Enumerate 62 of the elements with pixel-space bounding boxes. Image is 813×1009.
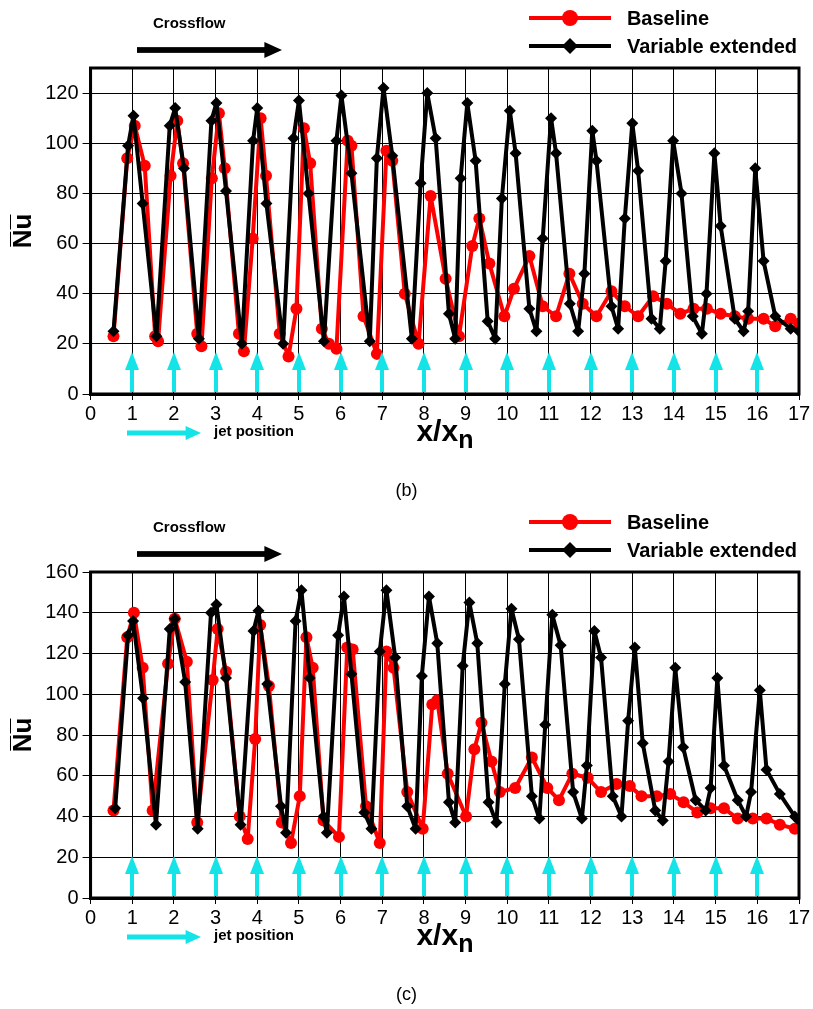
text: jet position <box>214 422 294 439</box>
x-tick-label: 15 <box>704 401 727 424</box>
y-tick-label: 60 <box>56 763 79 786</box>
y-axis-title: N̅u̅ <box>6 213 37 249</box>
text: (c) <box>395 984 418 1005</box>
x-tick-label: 6 <box>335 905 347 928</box>
x-tick-label: 17 <box>787 905 811 928</box>
x-tick-label: 9 <box>460 905 472 928</box>
x-tick-label: 12 <box>579 401 602 424</box>
x-tick-label: 7 <box>376 401 388 424</box>
x-tick-label: 17 <box>787 401 811 424</box>
x-tick-label: 5 <box>293 905 305 928</box>
text: (b) <box>394 480 419 501</box>
x-tick-label: 6 <box>335 401 347 424</box>
y-tick-label: 40 <box>56 281 79 304</box>
x-tick-label: 10 <box>496 905 519 928</box>
x-tick-label: 1 <box>126 905 138 928</box>
text: jet position <box>214 926 294 943</box>
y-tick-label: 80 <box>56 722 79 745</box>
x-tick-label: 14 <box>662 401 686 424</box>
x-tick-label: 3 <box>210 401 222 424</box>
x-tick-label: 2 <box>168 905 180 928</box>
y-tick-label: 80 <box>56 180 79 203</box>
y-tick-label: 100 <box>45 681 79 704</box>
y-tick-label: 20 <box>56 331 79 354</box>
y-tick-label: 0 <box>67 885 79 908</box>
y-tick-label: 120 <box>45 80 79 103</box>
x-tick-label: 5 <box>293 401 305 424</box>
x-tick-label: 10 <box>496 401 519 424</box>
x-tick-label: 16 <box>746 905 769 928</box>
x-tick-label: 14 <box>662 905 686 928</box>
x-tick-label: 13 <box>621 401 644 424</box>
x-tick-label: 4 <box>251 905 263 928</box>
legend-label: Variable extended <box>626 34 797 58</box>
x-tick-label: 11 <box>538 905 560 928</box>
text: Crossflow <box>153 14 226 31</box>
legend-label: Baseline <box>626 510 710 534</box>
x-tick-label: 15 <box>704 905 727 928</box>
x-tick-label: 1 <box>126 401 138 424</box>
x-tick-label: 0 <box>85 401 97 424</box>
x-tick-label: 12 <box>579 905 602 928</box>
x-tick-label: 0 <box>85 905 97 928</box>
y-tick-label: 60 <box>56 231 79 254</box>
y-tick-label: 100 <box>45 130 79 153</box>
y-tick-label: 20 <box>56 844 79 867</box>
x-tick-label: 9 <box>460 401 472 424</box>
y-tick-label: 120 <box>45 641 79 664</box>
x-tick-label: 11 <box>538 401 560 424</box>
y-tick-label: 160 <box>45 559 79 582</box>
x-tick-label: 3 <box>210 905 222 928</box>
legend-label: Baseline <box>626 6 710 30</box>
x-tick-label: 4 <box>251 401 263 424</box>
y-axis-title: N̅u̅ <box>6 717 37 753</box>
x-tick-label: 2 <box>168 401 180 424</box>
x-tick-label: 13 <box>621 905 644 928</box>
legend-label: Variable extended <box>626 538 797 562</box>
y-tick-label: 140 <box>45 600 79 623</box>
text: Crossflow <box>153 518 226 535</box>
y-tick-label: 40 <box>56 804 79 827</box>
x-tick-label: 16 <box>746 401 769 424</box>
y-tick-label: 0 <box>67 381 79 404</box>
x-tick-label: 7 <box>376 905 388 928</box>
